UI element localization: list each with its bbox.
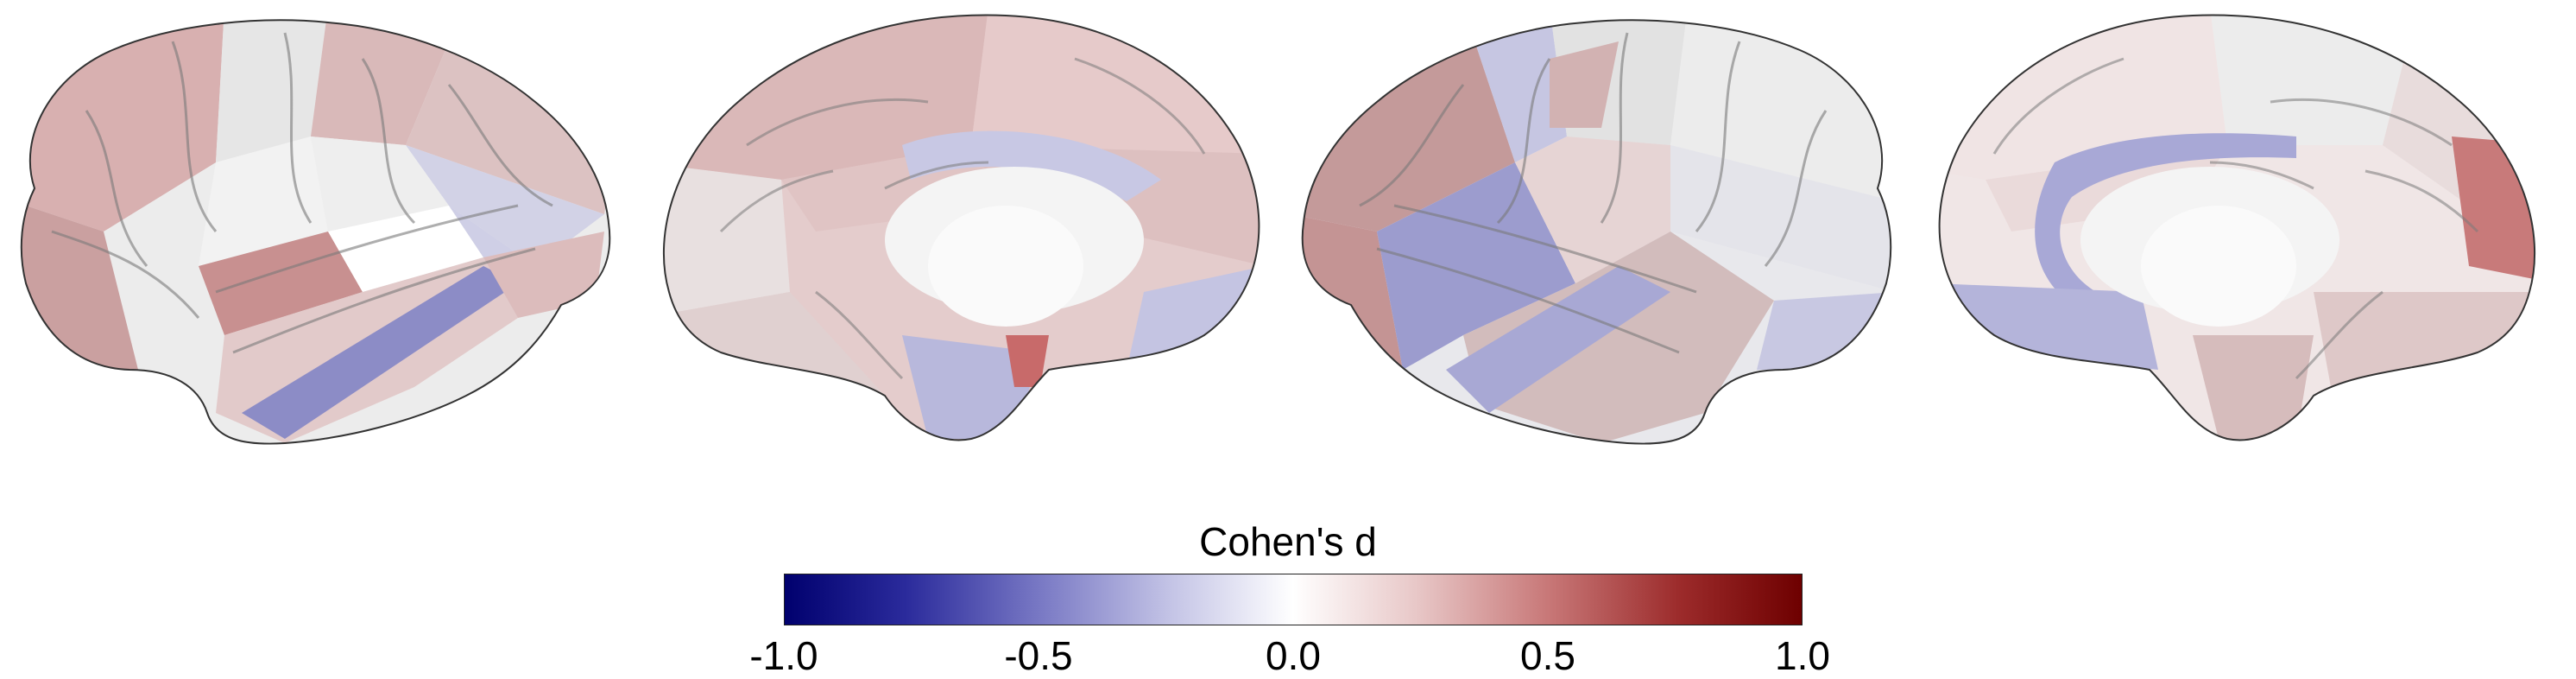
brain-right-lateral (1291, 7, 1912, 465)
colorbar-tick-label: -0.5 (1004, 633, 1073, 678)
colorbar-tick-label: 0.5 (1520, 633, 1575, 678)
colorbar-title: Cohen's d (1199, 519, 1377, 564)
brain-left-lateral (0, 7, 622, 465)
colorbar-tick-label: 1.0 (1775, 633, 1830, 678)
colorbar-tick-label: -1.0 (749, 633, 818, 678)
colorbar-tick-label: 0.0 (1266, 633, 1321, 678)
brain-left-medial (643, 7, 1265, 465)
brain-right-medial (1934, 7, 2555, 465)
colorbar (784, 574, 1803, 625)
